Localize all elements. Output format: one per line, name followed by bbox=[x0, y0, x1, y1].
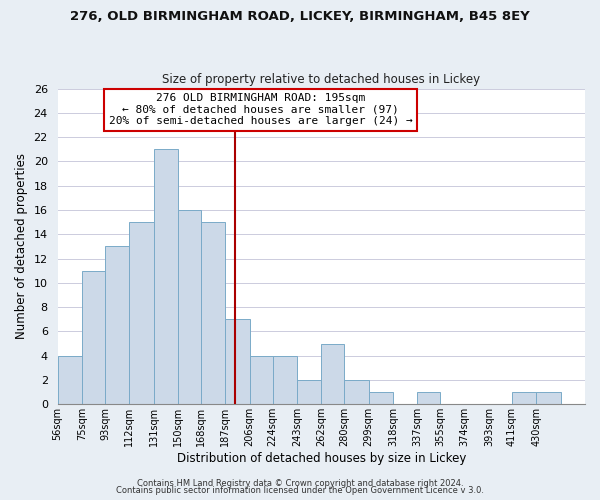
Bar bbox=[225, 320, 250, 404]
Bar bbox=[58, 356, 82, 405]
Y-axis label: Number of detached properties: Number of detached properties bbox=[15, 154, 28, 340]
Bar bbox=[297, 380, 321, 404]
Bar bbox=[250, 356, 272, 405]
X-axis label: Distribution of detached houses by size in Lickey: Distribution of detached houses by size … bbox=[176, 452, 466, 465]
Bar bbox=[154, 150, 178, 404]
Text: Contains public sector information licensed under the Open Government Licence v : Contains public sector information licen… bbox=[116, 486, 484, 495]
Title: Size of property relative to detached houses in Lickey: Size of property relative to detached ho… bbox=[162, 73, 481, 86]
Bar bbox=[344, 380, 368, 404]
Bar bbox=[536, 392, 560, 404]
Text: Contains HM Land Registry data © Crown copyright and database right 2024.: Contains HM Land Registry data © Crown c… bbox=[137, 478, 463, 488]
Text: 276 OLD BIRMINGHAM ROAD: 195sqm
← 80% of detached houses are smaller (97)
20% of: 276 OLD BIRMINGHAM ROAD: 195sqm ← 80% of… bbox=[109, 94, 412, 126]
Bar bbox=[129, 222, 154, 404]
Bar bbox=[178, 210, 201, 404]
Bar bbox=[82, 270, 105, 404]
Bar bbox=[417, 392, 440, 404]
Text: 276, OLD BIRMINGHAM ROAD, LICKEY, BIRMINGHAM, B45 8EY: 276, OLD BIRMINGHAM ROAD, LICKEY, BIRMIN… bbox=[70, 10, 530, 23]
Bar bbox=[272, 356, 297, 405]
Bar bbox=[321, 344, 344, 404]
Bar bbox=[105, 246, 129, 404]
Bar bbox=[368, 392, 393, 404]
Bar bbox=[201, 222, 225, 404]
Bar bbox=[512, 392, 536, 404]
